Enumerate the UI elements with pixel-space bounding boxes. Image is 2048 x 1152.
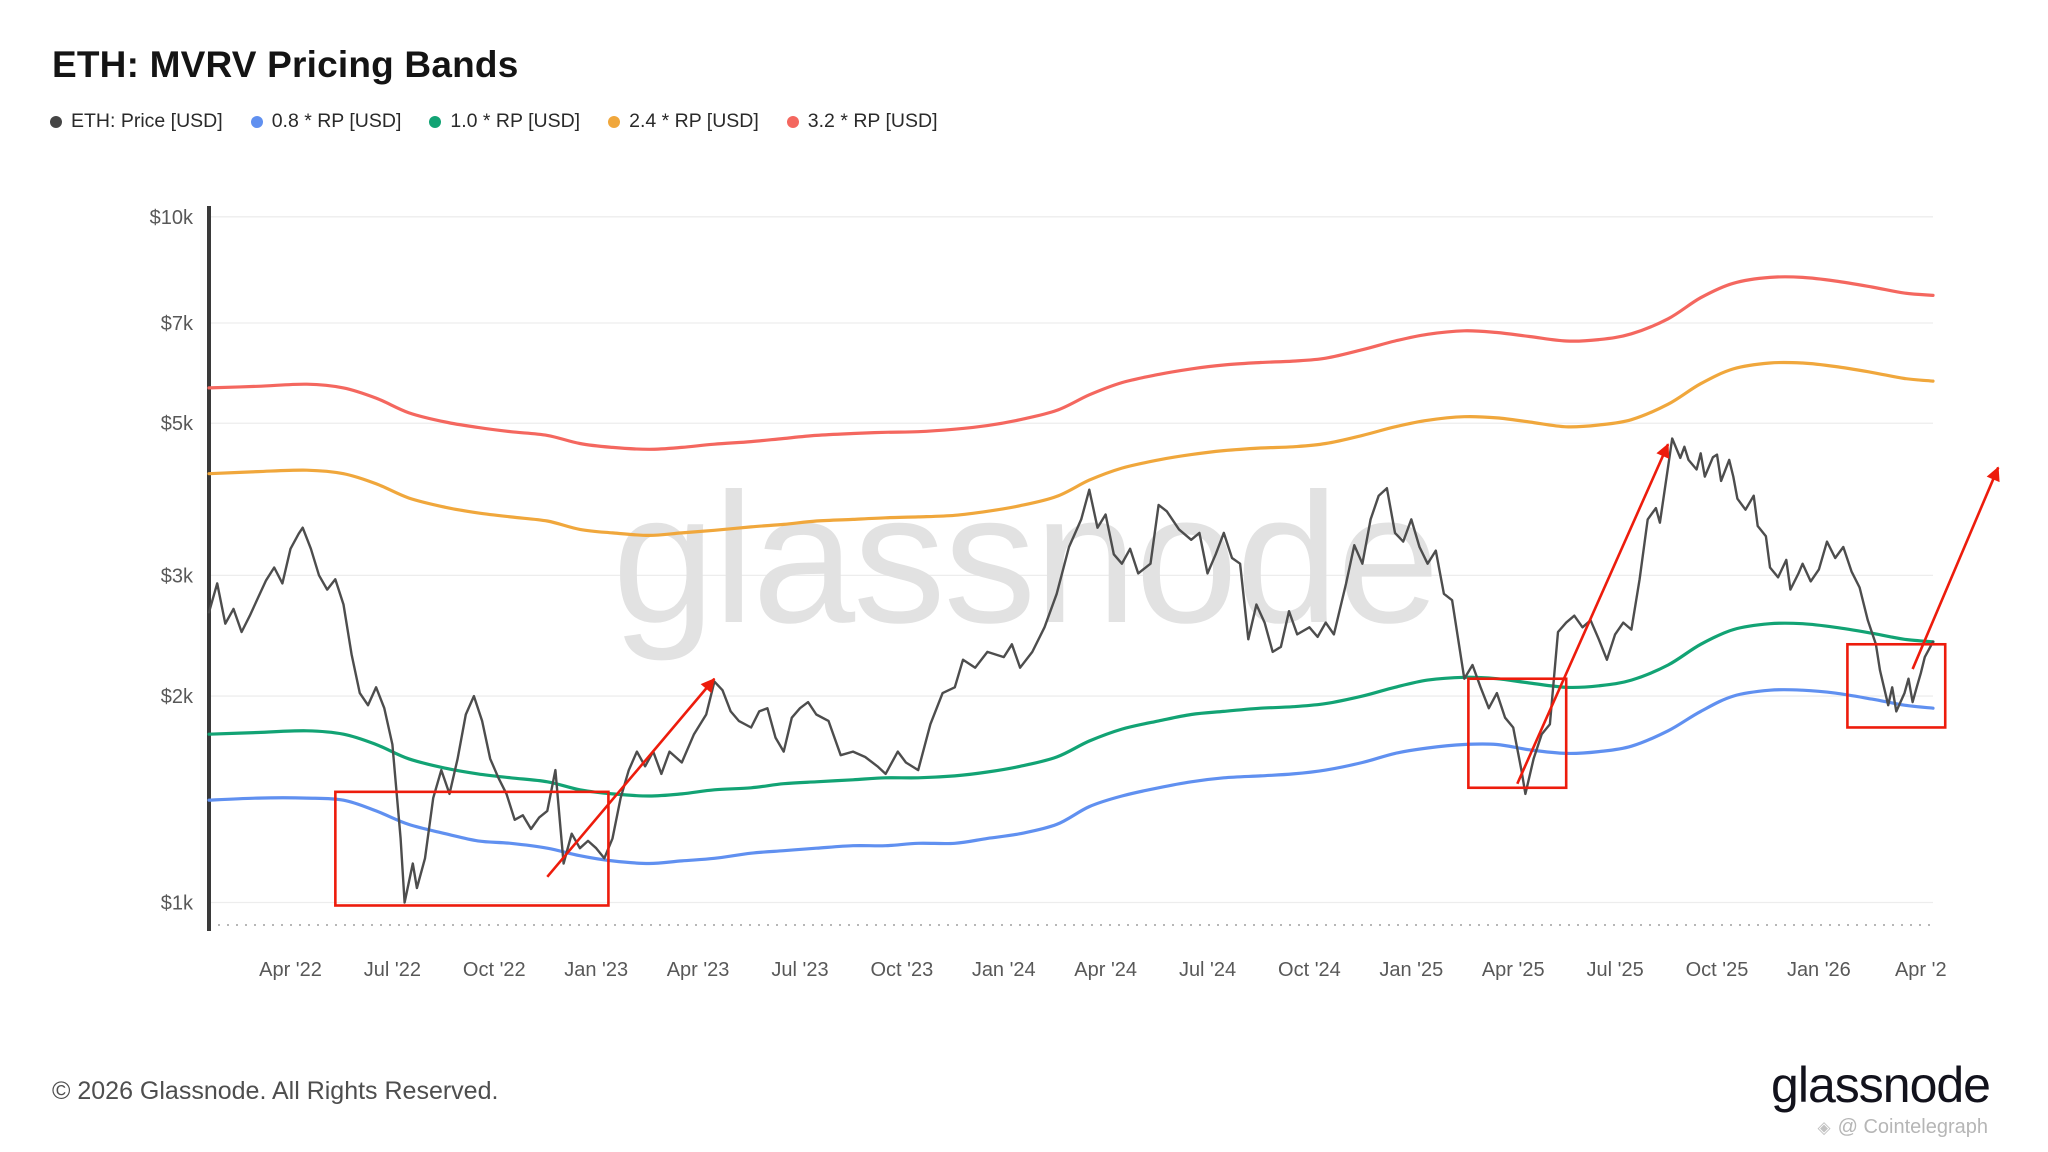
legend-item[interactable]: 0.8 * RP [USD] xyxy=(250,110,402,133)
glassnode-watermark: glassnode xyxy=(612,456,1437,662)
legend-label: 3.2 * RP [USD] xyxy=(807,110,938,132)
cointelegraph-watermark: ◈ @ Cointelegraph xyxy=(1818,1116,1988,1139)
series-eth-price xyxy=(207,437,1935,904)
x-axis-label: Apr '24 xyxy=(1074,959,1137,981)
legend-dot xyxy=(250,115,263,128)
annotation-box xyxy=(1846,642,1947,729)
series-rp-1-0 xyxy=(207,621,1935,798)
series-rp-0-8 xyxy=(207,688,1935,866)
y-axis-label: $7k xyxy=(161,313,194,335)
y-axis-label: $1k xyxy=(161,893,194,915)
y-axis-label: $3k xyxy=(161,565,194,587)
x-axis-label: Oct '22 xyxy=(463,959,526,981)
x-axis-label: Jul '23 xyxy=(771,959,828,981)
x-axis-label: Jan '23 xyxy=(564,959,628,981)
page-title: ETH: MVRV Pricing Bands xyxy=(52,44,519,85)
legend: ETH: Price [USD] 0.8 * RP [USD] 1.0 * RP [… xyxy=(50,110,938,133)
x-axis-label: Oct '23 xyxy=(870,959,933,981)
legend-dot xyxy=(429,115,442,128)
legend-item[interactable]: 3.2 * RP [USD] xyxy=(786,110,938,133)
annotation-arrow xyxy=(1911,466,2000,670)
legend-dot xyxy=(786,115,799,128)
x-axis-label: Jul '22 xyxy=(364,959,421,981)
cointelegraph-icon: ◈ xyxy=(1817,1117,1831,1137)
x-axis-label: Apr '2 xyxy=(1895,959,1947,981)
legend-label: 2.4 * RP [USD] xyxy=(629,110,759,132)
x-axis-label: Oct '24 xyxy=(1278,959,1341,981)
legend-item[interactable]: 1.0 * RP [USD] xyxy=(429,110,580,133)
copyright-text: © 2026 Glassnode. All Rights Reserved. xyxy=(52,1077,499,1105)
legend-label: 1.0 * RP [USD] xyxy=(450,110,581,132)
legend-item[interactable]: ETH: Price [USD] xyxy=(50,110,223,133)
x-axis-label: Jan '25 xyxy=(1379,959,1443,981)
x-axis-label: Oct '25 xyxy=(1686,959,1749,981)
x-axis-label: Apr '23 xyxy=(667,959,730,981)
legend-label: ETH: Price [USD] xyxy=(71,110,223,132)
legend-item[interactable]: 2.4 * RP [USD] xyxy=(608,110,759,133)
x-axis-label: Jul '25 xyxy=(1587,959,1644,981)
legend-dot xyxy=(608,115,621,128)
x-axis-label: Apr '25 xyxy=(1482,959,1545,981)
series-rp-2-4 xyxy=(207,360,1935,537)
x-axis-label: Jul '24 xyxy=(1179,959,1236,981)
x-axis-label: Jan '26 xyxy=(1787,959,1851,981)
x-axis-label: Apr '22 xyxy=(259,959,322,981)
y-axis-label: $10k xyxy=(150,207,194,229)
cointelegraph-watermark-label: @ Cointelegraph xyxy=(1837,1116,1988,1138)
glassnode-logo: glassnode xyxy=(1771,1057,1991,1113)
series-rp-3-2 xyxy=(207,275,1935,451)
annotation-arrow xyxy=(546,677,716,878)
legend-label: 0.8 * RP [USD] xyxy=(271,110,402,132)
x-axis-label: Jan '24 xyxy=(972,959,1036,981)
y-axis-label: $5k xyxy=(161,413,194,435)
legend-dot xyxy=(50,115,62,128)
annotation-arrow xyxy=(1516,443,1670,785)
annotation-box xyxy=(1467,677,1568,790)
y-axis-label: $2k xyxy=(161,686,194,708)
annotation-box xyxy=(334,790,610,907)
